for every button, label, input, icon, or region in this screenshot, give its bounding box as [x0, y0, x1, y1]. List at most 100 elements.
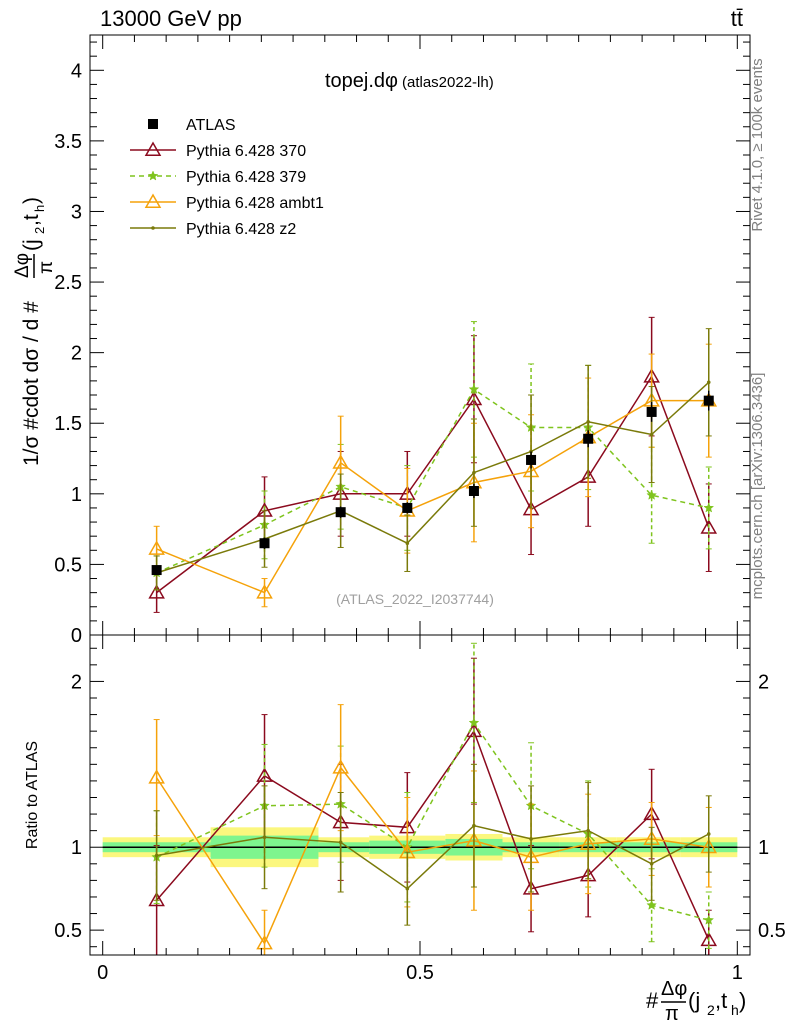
atlas-marker: [151, 565, 162, 576]
svg-text:(j: (j: [688, 988, 700, 1013]
legend-entry-z2: Pythia 6.428 z2: [130, 221, 296, 238]
main-marker-z2: [586, 420, 590, 424]
atlas-marker: [402, 502, 413, 513]
legend-marker-z2: [151, 226, 155, 230]
main-marker-p379: [703, 502, 715, 513]
ratio-marker-p379: [646, 899, 658, 910]
main-series-p370: [148, 316, 718, 613]
svg-text:(j: (j: [20, 239, 43, 251]
rivet-label: Rivet 4.1.0, ≥ 100k events: [749, 58, 766, 231]
main-y-tick-label: 3.5: [54, 131, 82, 153]
ratio-marker-ambt1: [256, 934, 273, 950]
legend-label-p379: Pythia 6.428 379: [186, 169, 306, 186]
legend-label-p370: Pythia 6.428 370: [186, 143, 306, 160]
main-y-tick-label: 1: [71, 484, 82, 506]
axis-ticks: 0 0.5 1 1.5 2 2.5 3 3.5 4 0.5 0.5 1 1 2 2 0 0.5 1: [54, 35, 786, 984]
atlas-marker: [468, 486, 479, 496]
main-line-p370: [156, 374, 710, 594]
main-marker-p379: [468, 383, 480, 394]
main-y-tick-label: 0: [71, 625, 82, 647]
main-y-tick-label: 3: [71, 201, 82, 223]
svg-text:Δφ: Δφ: [12, 253, 33, 278]
ratio-marker-p370: [148, 891, 165, 907]
legend-label-atlas: ATLAS: [186, 117, 236, 134]
ratio-marker-p379: [468, 717, 480, 728]
svg-text:2: 2: [707, 1002, 715, 1018]
x-tick-label: 1: [732, 962, 743, 984]
ratio-y-tick-label-right: 2: [758, 671, 769, 693]
main-series-ambt1: [148, 343, 718, 608]
main-marker-p370: [148, 584, 165, 599]
x-axis-label: # Δφ π (j 2 ,t h ): [646, 978, 746, 1024]
main-marker-ambt1: [332, 454, 349, 469]
main-marker-z2: [472, 470, 476, 475]
ratio-uncertainty-bands: [102, 827, 738, 868]
ratio-marker-z2: [262, 835, 267, 840]
ratio-marker-ambt1: [148, 769, 165, 784]
atlas-marker: [703, 395, 714, 406]
ratio-y-tick-label: 1: [71, 837, 82, 859]
svg-text:π: π: [36, 261, 57, 274]
main-y-tick-label: 2: [71, 343, 82, 365]
main-marker-z2: [405, 541, 410, 546]
main-marker-ambt1: [256, 584, 273, 599]
mcplots-label: mcplots.cern.ch [arXiv:1306.3436]: [749, 373, 766, 600]
ratio-y-tick-label-right: 1: [758, 837, 769, 859]
ratio-marker-z2: [338, 840, 343, 845]
svg-text:h: h: [32, 205, 47, 212]
ratio-marker-z2: [529, 837, 533, 841]
ratio-series-p379: [151, 642, 715, 949]
analysis-id: (ATLAS_2022_I2037744): [336, 591, 494, 607]
main-line-z2: [156, 381, 710, 574]
atlas-marker: [646, 406, 657, 417]
main-y-tick-label: 1.5: [54, 413, 82, 435]
ratio-series-z2: [153, 763, 712, 926]
ratio-y-tick-label: 2: [71, 671, 82, 693]
ratio-series-p370: [148, 657, 718, 956]
ratio-marker-z2: [154, 853, 159, 858]
ratio-y-tick-label: 0.5: [54, 920, 82, 942]
svg-text:2: 2: [32, 227, 47, 234]
legend-marker-ambt1: [144, 193, 162, 208]
legend-marker-p379: [147, 170, 159, 181]
ratio-marker-z2: [472, 823, 476, 828]
main-series-p379: [151, 321, 715, 591]
svg-text:#: #: [646, 988, 659, 1013]
x-tick-label: 0.5: [406, 962, 434, 984]
ratio-marker-z2: [405, 886, 410, 891]
x-tick-label: 0: [97, 962, 108, 984]
ratio-marker-z2: [649, 862, 654, 866]
ratio-line-p379: [156, 721, 709, 921]
ratio-marker-ambt1: [332, 759, 349, 774]
atlas-marker: [526, 454, 537, 465]
main-series-z2: [153, 328, 712, 591]
atlas-marker: [335, 507, 346, 518]
svg-text:Δφ: Δφ: [661, 978, 687, 1000]
ratio-marker-p379: [703, 914, 715, 925]
legend: ATLAS Pythia 6.428 370 Pythia 6.428 379 Pyt…: [130, 117, 324, 238]
legend-marker-p370: [144, 141, 162, 156]
main-y-tick-label: 0.5: [54, 554, 82, 576]
legend-entry-p370: Pythia 6.428 370: [130, 141, 306, 160]
ratio-marker-z2: [586, 828, 590, 833]
svg-text:): ): [20, 197, 43, 204]
main-marker-p379: [646, 489, 658, 500]
main-marker-z2: [649, 432, 654, 437]
legend-entry-ambt1: Pythia 6.428 ambt1: [130, 193, 324, 212]
svg-text:π: π: [665, 1003, 679, 1024]
main-y-tick-label: 2.5: [54, 272, 82, 294]
svg-text:,t: ,t: [20, 214, 43, 226]
process-label: tt̄: [731, 6, 743, 31]
main-marker-z2: [706, 380, 711, 385]
main-y-axis-label: 1/σ #cdot dσ / d # Δφ π (j 2 ,t h ): [12, 197, 57, 466]
ratio-y-axis-label: Ratio to ATLAS: [24, 741, 41, 849]
energy-label: 13000 GeV pp: [100, 6, 242, 31]
svg-text:1/σ #cdot dσ / d #: 1/σ #cdot dσ / d #: [20, 301, 43, 466]
legend-label-z2: Pythia 6.428 z2: [186, 221, 296, 238]
legend-entry-p379: Pythia 6.428 379: [130, 169, 306, 186]
legend-label-ambt1: Pythia 6.428 ambt1: [186, 195, 324, 212]
atlas-marker: [583, 433, 594, 444]
ratio-marker-z2: [706, 832, 711, 836]
ratio-y-tick-label-right: 0.5: [758, 920, 786, 942]
